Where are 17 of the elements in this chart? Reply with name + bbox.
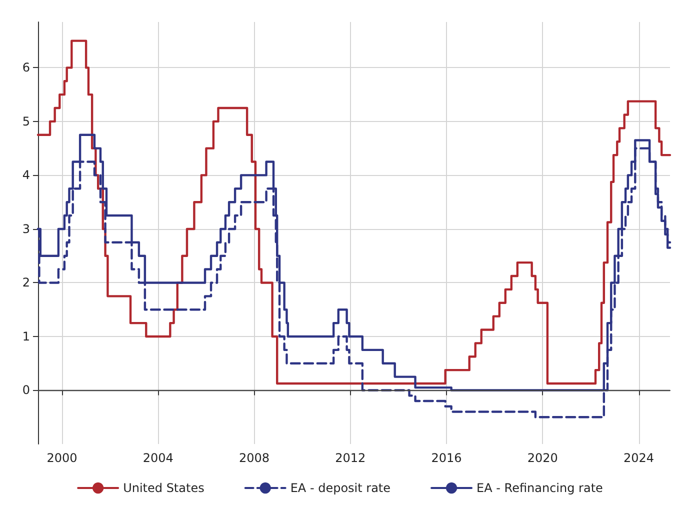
y-tick-label: 0 [22, 383, 30, 398]
x-tick-label: 2024 [623, 451, 654, 465]
y-tick-label: 3 [22, 222, 30, 236]
y-tick-label: 4 [22, 168, 30, 182]
y-tick-label: 5 [22, 114, 30, 128]
x-tick-label: 2000 [46, 451, 78, 465]
x-tick-label: 2020 [527, 451, 558, 465]
legend-label: EA - deposit rate [290, 481, 391, 495]
x-tick-label: 2004 [142, 451, 174, 465]
y-tick-label: 2 [22, 276, 30, 290]
y-tick-label: 1 [22, 329, 30, 344]
legend-label: EA - Refinancing rate [476, 481, 603, 495]
legend-label: United States [123, 481, 204, 495]
y-tick-label: 6 [22, 60, 30, 75]
x-tick-label: 2016 [431, 451, 462, 465]
x-tick-label: 2008 [239, 451, 270, 465]
x-tick-label: 2012 [335, 451, 366, 465]
